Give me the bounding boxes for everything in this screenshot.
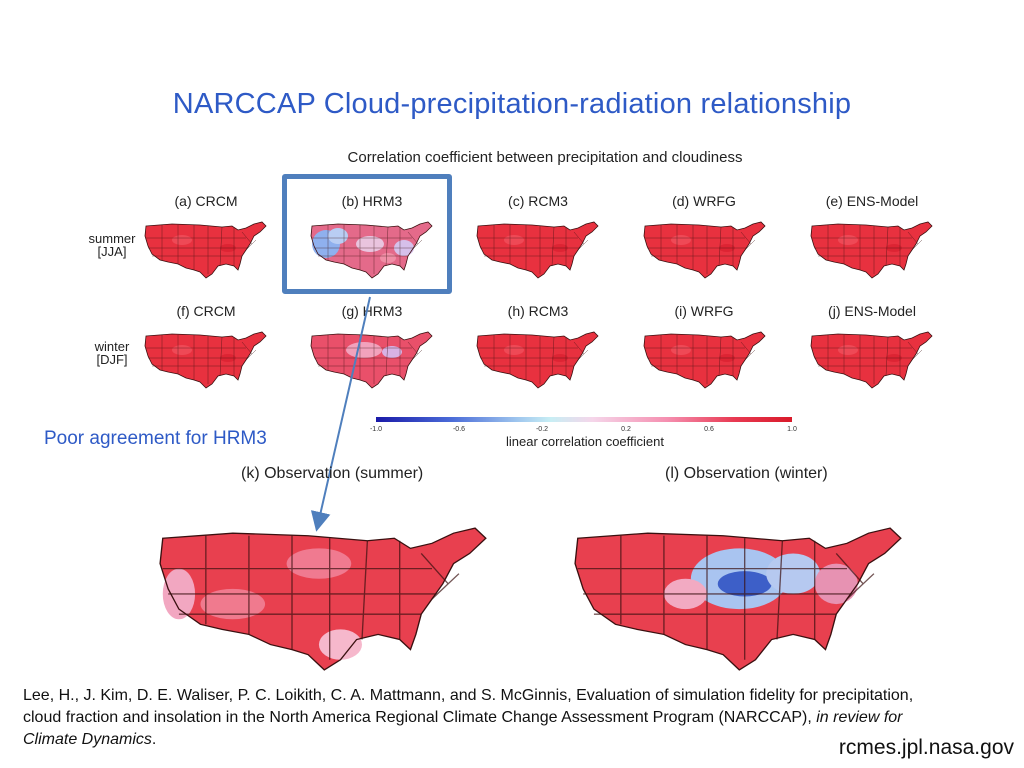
us-map-crcm-winter (142, 328, 272, 392)
colorbar (376, 417, 792, 422)
us-map-crcm-summer (142, 218, 272, 282)
row-label-winter-line2: [DJF] (96, 352, 128, 367)
site-url: rcmes.jpl.nasa.gov (838, 736, 1014, 759)
citation-authors: Lee, H., J. Kim, D. E. Waliser, P. C. Lo… (23, 687, 914, 726)
panel-label-i: (i) WRFG (674, 303, 734, 319)
map-crcm-winter (142, 328, 272, 392)
row-label-winter: winter [DJF] (77, 340, 147, 366)
us-map-obs-winter (567, 518, 917, 680)
us-map-rcm3-summer (474, 218, 604, 282)
map-rcm3-winter (474, 328, 604, 392)
hrm3-highlight-box (282, 174, 452, 294)
citation-journal: in review for Climate Dynamics (23, 709, 903, 748)
map-wrfg-winter (641, 328, 771, 392)
map-wrfg-summer (641, 218, 771, 282)
citation: Lee, H., J. Kim, D. E. Waliser, P. C. Lo… (23, 685, 923, 751)
colorbar-tick: -0.2 (535, 426, 549, 433)
map-obs-winter (567, 518, 917, 680)
panel-label-e: (e) ENS-Model (825, 193, 919, 209)
map-obs-summer (152, 518, 502, 680)
panel-label-c: (c) RCM3 (508, 193, 568, 209)
map-crcm-summer (142, 218, 272, 282)
panel-label-g: (g) HRM3 (341, 303, 403, 319)
row-label-winter-line1: winter (94, 339, 130, 354)
citation-end: . (151, 731, 157, 748)
panel-label-j: (j) ENS-Model (828, 303, 916, 319)
row-label-summer-line1: summer (88, 231, 136, 246)
colorbar-tick: 0.2 (621, 426, 631, 433)
us-map-obs-summer (152, 518, 502, 680)
colorbar-tick: 1.0 (787, 426, 797, 433)
poor-agreement-annotation: Poor agreement for HRM3 (44, 428, 267, 449)
us-map-wrfg-winter (641, 328, 771, 392)
figure-title: Correlation coefficient between precipit… (347, 149, 743, 166)
map-hrm3-winter (308, 328, 438, 392)
panel-label-b: (b) HRM3 (341, 193, 403, 209)
colorbar-label: linear correlation coefficient (505, 434, 664, 449)
panel-label-a: (a) CRCM (174, 193, 238, 209)
map-rcm3-summer (474, 218, 604, 282)
colorbar-tick: -0.6 (452, 426, 466, 433)
map-ens-winter (808, 328, 938, 392)
obs-label-winter: (l) Observation (winter) (665, 465, 828, 482)
row-label-summer-line2: [JJA] (97, 244, 127, 259)
panel-label-h: (h) RCM3 (507, 303, 569, 319)
colorbar-tick: -1.0 (369, 426, 383, 433)
colorbar-tick: 0.6 (704, 426, 714, 433)
us-map-ens-summer (808, 218, 938, 282)
us-map-hrm3-winter (308, 328, 438, 392)
slide-title: NARCCAP Cloud-precipitation-radiation re… (172, 88, 852, 120)
map-ens-summer (808, 218, 938, 282)
obs-label-summer: (k) Observation (summer) (241, 465, 424, 482)
us-map-ens-winter (808, 328, 938, 392)
row-label-summer: summer [JJA] (77, 232, 147, 258)
panel-label-d: (d) WRFG (672, 193, 736, 209)
us-map-wrfg-summer (641, 218, 771, 282)
us-map-rcm3-winter (474, 328, 604, 392)
panel-label-f: (f) CRCM (176, 303, 236, 319)
